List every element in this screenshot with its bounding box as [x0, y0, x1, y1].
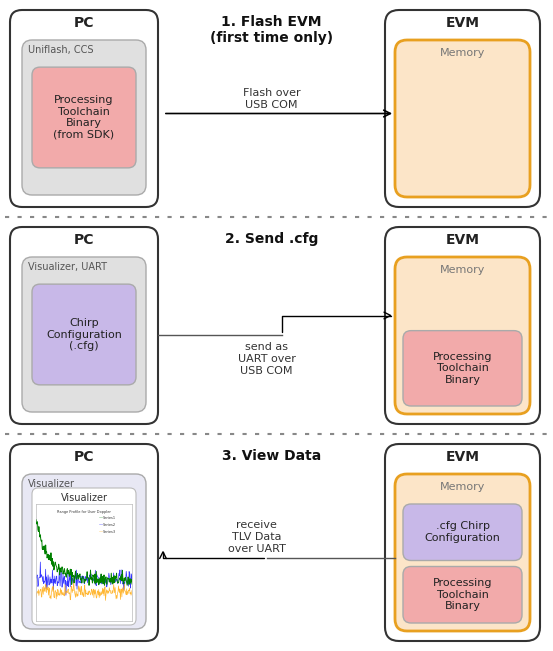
FancyBboxPatch shape	[403, 331, 522, 406]
Text: EVM: EVM	[446, 233, 479, 247]
FancyBboxPatch shape	[32, 488, 136, 625]
Text: Flash over
USB COM: Flash over USB COM	[243, 88, 300, 109]
Text: Chirp
Configuration
(.cfg): Chirp Configuration (.cfg)	[46, 318, 122, 351]
Text: Uniflash, CCS: Uniflash, CCS	[28, 45, 93, 55]
FancyBboxPatch shape	[403, 566, 522, 623]
FancyBboxPatch shape	[32, 284, 136, 385]
FancyBboxPatch shape	[385, 10, 540, 207]
FancyBboxPatch shape	[395, 40, 530, 197]
FancyBboxPatch shape	[22, 474, 146, 629]
Text: Visualizer: Visualizer	[28, 479, 75, 489]
Text: 2. Send .cfg: 2. Send .cfg	[225, 232, 318, 246]
Text: Memory: Memory	[440, 265, 485, 275]
Text: send as
UART over
USB COM: send as UART over USB COM	[238, 342, 295, 376]
FancyBboxPatch shape	[395, 257, 530, 414]
Text: EVM: EVM	[446, 16, 479, 30]
FancyBboxPatch shape	[10, 10, 158, 207]
Text: .cfg Chirp
Configuration: .cfg Chirp Configuration	[425, 521, 500, 543]
FancyBboxPatch shape	[403, 504, 522, 561]
FancyBboxPatch shape	[10, 227, 158, 424]
FancyBboxPatch shape	[385, 444, 540, 641]
FancyBboxPatch shape	[10, 444, 158, 641]
Text: Processing
Toolchain
Binary: Processing Toolchain Binary	[433, 352, 492, 385]
Text: Visualizer: Visualizer	[60, 493, 107, 503]
Text: Memory: Memory	[440, 482, 485, 492]
Text: 1. Flash EVM
(first time only): 1. Flash EVM (first time only)	[210, 15, 333, 45]
FancyBboxPatch shape	[395, 474, 530, 631]
FancyBboxPatch shape	[385, 227, 540, 424]
Text: PC: PC	[74, 450, 94, 464]
Text: Memory: Memory	[440, 48, 485, 58]
Text: EVM: EVM	[446, 450, 479, 464]
Text: PC: PC	[74, 16, 94, 30]
Text: 3. View Data: 3. View Data	[222, 449, 321, 463]
Text: Visualizer, UART: Visualizer, UART	[28, 262, 107, 272]
Text: receive
TLV Data
over UART: receive TLV Data over UART	[228, 520, 285, 553]
Text: PC: PC	[74, 233, 94, 247]
FancyBboxPatch shape	[32, 67, 136, 168]
Text: Processing
Toolchain
Binary: Processing Toolchain Binary	[433, 578, 492, 611]
FancyBboxPatch shape	[22, 257, 146, 412]
Text: Processing
Toolchain
Binary
(from SDK): Processing Toolchain Binary (from SDK)	[54, 95, 114, 140]
FancyBboxPatch shape	[22, 40, 146, 195]
